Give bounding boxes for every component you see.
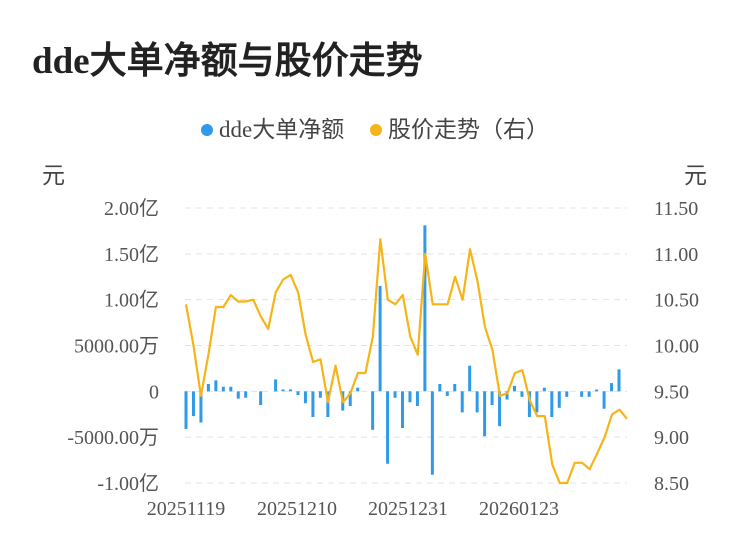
chart-title: dde大单净额与股价走势 <box>32 41 423 82</box>
x-axis-tick: 20251231 <box>368 498 448 520</box>
dde-bar <box>527 391 531 417</box>
right-axis-tick: 9.00 <box>654 427 689 449</box>
dde-bar <box>542 387 546 392</box>
legend-label-dde: dde大单净额 <box>219 117 345 142</box>
dde-bar <box>378 285 382 392</box>
dde-bar <box>550 391 554 417</box>
dde-bar <box>281 389 285 392</box>
dde-bar <box>214 380 218 392</box>
x-axis-tick: 20260123 <box>479 498 559 520</box>
dde-bar <box>259 391 263 406</box>
dde-bar <box>468 365 472 392</box>
right-axis-unit: 元 <box>684 163 707 188</box>
left-axis-tick: -1.00亿 <box>97 472 159 495</box>
dde-bar <box>498 391 502 427</box>
dde-bar <box>348 391 352 406</box>
dde-bar <box>191 391 195 417</box>
dde-bar <box>580 391 584 397</box>
legend-label-price: 股价走势（右） <box>387 117 549 142</box>
right-axis-tick: 11.00 <box>654 244 698 266</box>
dde-bar <box>289 389 293 392</box>
dde-bar <box>236 391 240 399</box>
left-axis-tick: 2.00亿 <box>104 197 159 220</box>
right-axis-tick: 10.00 <box>654 336 699 358</box>
dde-bar <box>460 391 464 413</box>
dde-bar <box>274 379 278 392</box>
dde-bar <box>438 384 442 392</box>
dde-bar <box>199 391 203 423</box>
left-axis-tick: 1.00亿 <box>104 289 159 312</box>
dde-bar <box>587 391 591 397</box>
dde-bar <box>557 391 561 408</box>
legend-dot-dde <box>201 123 214 136</box>
dde-bar <box>356 387 360 392</box>
dde-bar <box>520 391 524 397</box>
legend: dde大单净额 股价走势（右） <box>0 110 750 144</box>
dde-bar <box>475 391 479 413</box>
dde-bar <box>490 391 494 406</box>
dde-bar <box>595 389 599 392</box>
dde-bar <box>371 391 375 430</box>
dde-bar <box>326 391 330 417</box>
dde-bar <box>512 385 516 392</box>
x-axis-tick: 20251210 <box>257 498 337 520</box>
dde-bar <box>617 369 621 392</box>
legend-dot-price <box>369 123 382 136</box>
dde-bar <box>184 391 188 429</box>
right-axis-tick: 9.50 <box>654 381 689 403</box>
dde-bar <box>423 225 427 392</box>
left-axis-tick: -5000.00万 <box>67 427 159 449</box>
legend-item-dde[interactable]: dde大单净额 <box>201 110 344 144</box>
right-axis-tick: 11.50 <box>654 198 698 220</box>
dde-bar <box>610 383 614 392</box>
dde-bar <box>206 384 210 392</box>
dde-bar <box>401 391 404 428</box>
dde-bar <box>303 391 307 404</box>
dde-bar <box>221 386 225 392</box>
dde-bar <box>229 386 233 392</box>
x-axis-tick: 20251119 <box>147 498 226 520</box>
right-axis-tick: 8.50 <box>654 473 689 495</box>
left-axis-tick: 0 <box>149 381 159 403</box>
dde-bar <box>296 391 300 395</box>
dde-bar <box>386 391 390 464</box>
dde-bar <box>483 391 487 437</box>
dde-bar <box>535 391 539 413</box>
dde-bar <box>445 391 449 396</box>
dde-bar <box>244 391 248 398</box>
dde-bar <box>318 391 322 398</box>
dde-bar <box>311 391 315 417</box>
legend-item-price[interactable]: 股价走势（右） <box>369 110 549 144</box>
dde-bar <box>393 391 397 398</box>
left-axis-tick: 1.50亿 <box>104 243 159 266</box>
dde-bar <box>408 391 412 403</box>
dde-bar <box>415 391 419 406</box>
dde-bar <box>565 391 569 397</box>
price-line <box>184 238 628 485</box>
left-axis-unit: 元 <box>42 163 65 188</box>
dde-bar <box>602 391 606 409</box>
dde-bar <box>430 391 434 475</box>
left-axis-tick: 5000.00万 <box>74 336 159 358</box>
dde-bar <box>505 391 509 400</box>
right-axis-tick: 10.50 <box>654 290 699 312</box>
dde-bar <box>453 384 457 392</box>
